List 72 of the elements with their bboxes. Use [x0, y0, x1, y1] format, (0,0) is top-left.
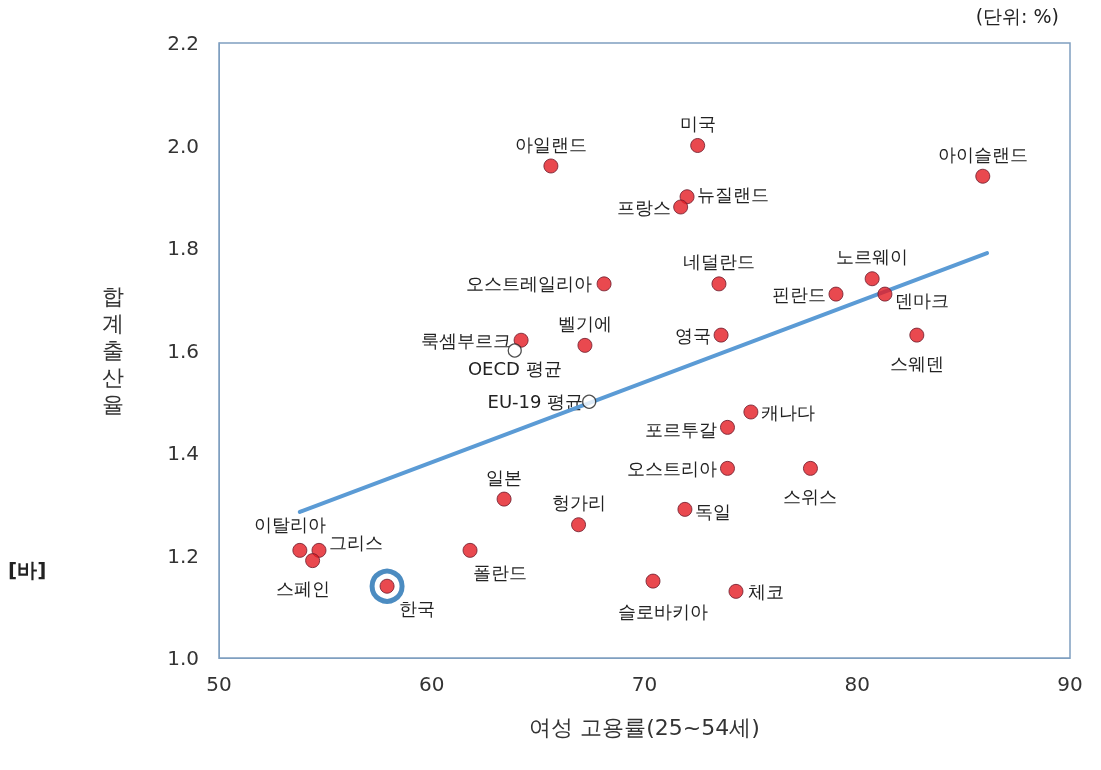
y-tick-label: 2.0: [167, 133, 199, 158]
annotation: 독일: [694, 500, 731, 522]
point: [673, 199, 689, 215]
x-tick-label: 90: [1057, 672, 1083, 696]
x-tick-label: 70: [631, 672, 658, 696]
x-tick-label: 50: [206, 672, 232, 696]
point: [513, 332, 529, 348]
text: (단위: %): [975, 4, 1060, 27]
annotation: 일본: [486, 466, 523, 488]
annotation: 노르웨이: [836, 246, 909, 268]
point: [719, 460, 735, 476]
annotation: 슬로바키아: [618, 600, 709, 622]
y-tick-label: 1.8: [167, 236, 199, 260]
point: [864, 271, 880, 287]
point: [571, 517, 587, 533]
point: [877, 286, 893, 302]
y-tick-label: 1.4: [167, 441, 199, 465]
annotation: 네덜란드: [682, 251, 755, 273]
annotation: 프랑스: [616, 196, 671, 218]
point: [596, 276, 612, 292]
point: [496, 491, 512, 507]
point: [292, 542, 308, 558]
annotation: 스페인: [275, 578, 330, 600]
point: [828, 286, 844, 302]
point: [802, 460, 818, 476]
point: [462, 542, 478, 558]
annotation: 덴마크: [894, 289, 949, 311]
y-tick-label: 1.2: [167, 543, 199, 568]
annotation: 미국: [679, 113, 716, 134]
y-tick-label: 1.0: [167, 646, 199, 670]
point: [728, 583, 744, 599]
point: [677, 501, 693, 517]
y-tick-label: 2.2: [167, 31, 199, 55]
point: [645, 573, 661, 589]
annotation: 이탈리아: [253, 513, 326, 535]
annotation: 스위스: [783, 485, 838, 507]
point: [311, 542, 327, 558]
annotation: 오스트리아: [627, 457, 718, 479]
y-tick-label: 1.6: [167, 338, 199, 363]
annotation: 포르투갈: [645, 418, 718, 440]
annotation: 헝가리: [551, 492, 606, 514]
annotation: 룩셈부르크: [421, 329, 512, 351]
annotation: 오스트레일리아: [466, 273, 593, 295]
point: [582, 394, 597, 409]
annotation: 뉴질랜드: [697, 184, 770, 206]
annotation: 캐나다: [760, 401, 815, 423]
x-axis-title: 여성 고용률(25~54세): [529, 714, 760, 740]
annotation: 한국: [399, 597, 436, 619]
point: [305, 553, 321, 569]
point: [713, 327, 729, 343]
point: [719, 419, 735, 435]
annotation: OECD 평균: [467, 358, 562, 379]
x-tick-label: 80: [844, 672, 870, 696]
annotation: 벨기에: [557, 312, 612, 334]
point: [543, 158, 559, 174]
point: [909, 327, 925, 343]
annotation: 아이슬랜드: [937, 143, 1028, 165]
annotation: 아일랜드: [514, 133, 587, 155]
point: [690, 138, 706, 153]
x-tick-label: 60: [419, 672, 445, 696]
point: [577, 337, 593, 353]
point: [711, 276, 727, 292]
annotation: 핀란드: [771, 283, 826, 305]
point: [975, 168, 991, 184]
annotation: 그리스: [328, 531, 383, 553]
annotation: 스웨덴: [889, 352, 944, 374]
point: [743, 404, 759, 420]
annotation: 영국: [675, 324, 712, 346]
annotation: 체코: [747, 580, 784, 602]
annotation: 폴란드: [473, 561, 528, 583]
text: [바]: [8, 558, 47, 582]
y-axis-title: 합계출산율: [102, 284, 124, 417]
